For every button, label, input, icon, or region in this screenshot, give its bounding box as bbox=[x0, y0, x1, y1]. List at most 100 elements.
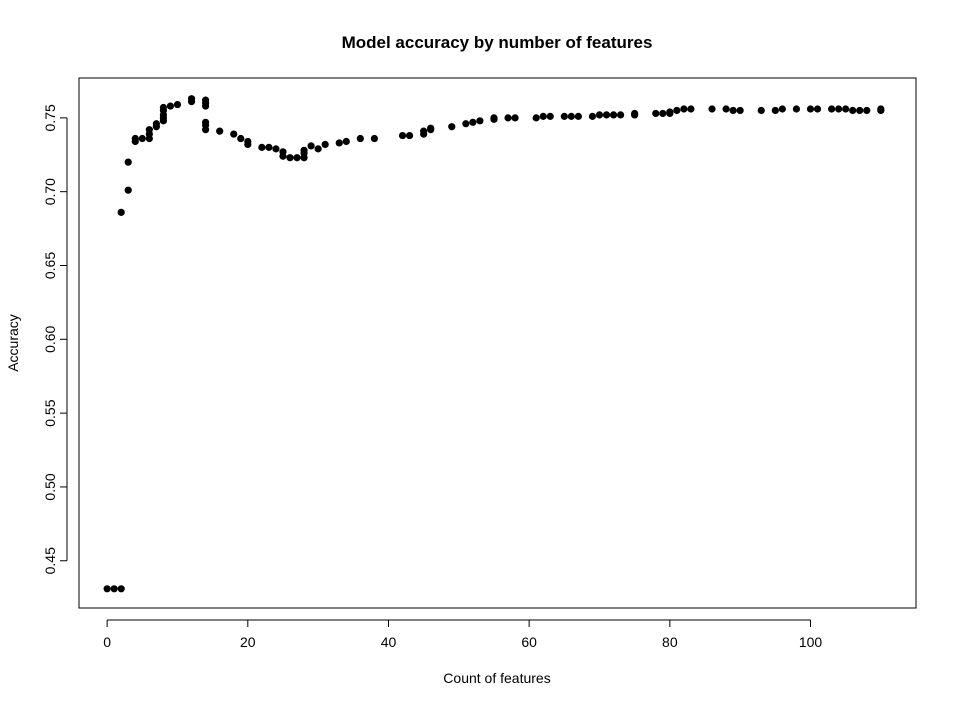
data-point bbox=[469, 118, 477, 126]
data-point bbox=[145, 126, 153, 134]
x-axis-label: Count of features bbox=[443, 670, 550, 686]
y-tick-label: 0.55 bbox=[42, 399, 58, 426]
data-point bbox=[588, 112, 597, 120]
data-point bbox=[680, 105, 688, 113]
data-point bbox=[166, 102, 175, 110]
data-point bbox=[258, 143, 266, 151]
data-point bbox=[398, 131, 407, 140]
data-point bbox=[462, 120, 470, 128]
x-axis: 0 20 40 60 80 100 bbox=[103, 619, 823, 650]
data-point bbox=[110, 585, 118, 593]
data-point bbox=[842, 105, 850, 113]
data-point bbox=[736, 106, 744, 115]
data-point bbox=[202, 96, 210, 104]
data-point bbox=[230, 130, 238, 138]
x-tick-label: 0 bbox=[103, 634, 111, 650]
data-point bbox=[813, 105, 822, 113]
data-point bbox=[729, 106, 737, 115]
data-point bbox=[370, 134, 379, 143]
data-point bbox=[124, 158, 132, 166]
data-point bbox=[532, 114, 540, 122]
data-point bbox=[490, 114, 498, 122]
data-point bbox=[827, 105, 836, 113]
data-point bbox=[265, 143, 273, 151]
y-tick-label: 0.70 bbox=[42, 178, 58, 205]
data-point bbox=[778, 105, 786, 113]
data-point bbox=[595, 111, 604, 119]
x-tick-label: 60 bbox=[521, 634, 537, 650]
data-point bbox=[173, 100, 182, 109]
data-point bbox=[616, 111, 625, 119]
data-point bbox=[138, 134, 146, 143]
data-point bbox=[152, 120, 160, 128]
data-point bbox=[574, 112, 582, 120]
data-point bbox=[124, 186, 132, 194]
y-tick-label: 0.65 bbox=[42, 252, 58, 279]
data-point bbox=[272, 145, 280, 153]
x-tick-label: 80 bbox=[662, 634, 678, 650]
y-tick-label: 0.60 bbox=[42, 325, 58, 352]
data-point bbox=[476, 117, 484, 125]
data-point bbox=[237, 134, 245, 143]
data-point bbox=[504, 114, 512, 122]
data-point bbox=[546, 112, 554, 120]
y-tick-label: 0.45 bbox=[42, 547, 58, 574]
data-point bbox=[216, 127, 224, 135]
data-point bbox=[631, 109, 639, 118]
chart-title: Model accuracy by number of features bbox=[342, 33, 653, 52]
data-point bbox=[420, 127, 428, 135]
data-point bbox=[757, 106, 765, 115]
data-point bbox=[405, 131, 414, 140]
data-point bbox=[117, 208, 125, 216]
data-point bbox=[806, 105, 815, 113]
y-axis-label: Accuracy bbox=[5, 314, 21, 372]
data-point bbox=[539, 112, 547, 120]
data-point bbox=[117, 585, 125, 593]
data-point bbox=[448, 123, 456, 131]
data-point bbox=[314, 145, 322, 153]
data-points bbox=[103, 95, 885, 593]
data-point bbox=[244, 140, 252, 149]
data-point bbox=[849, 106, 857, 115]
data-point bbox=[856, 106, 864, 115]
x-tick-label: 100 bbox=[799, 634, 823, 650]
y-tick-label: 0.50 bbox=[42, 473, 58, 500]
data-point bbox=[722, 105, 730, 113]
data-point bbox=[202, 126, 210, 134]
data-point bbox=[877, 105, 885, 113]
data-point bbox=[335, 139, 343, 147]
data-point bbox=[187, 95, 196, 103]
data-point bbox=[602, 111, 611, 119]
y-tick-label: 0.75 bbox=[42, 104, 58, 131]
data-point bbox=[356, 134, 364, 143]
data-point bbox=[708, 105, 716, 113]
data-point bbox=[307, 142, 315, 150]
data-point bbox=[131, 134, 139, 143]
data-point bbox=[792, 105, 801, 113]
x-tick-label: 20 bbox=[240, 634, 256, 650]
data-point bbox=[609, 111, 618, 119]
y-axis: 0.45 0.50 0.55 0.60 0.65 0.70 0.75 bbox=[42, 104, 68, 574]
data-point bbox=[835, 105, 843, 113]
data-point bbox=[279, 152, 287, 160]
data-point bbox=[567, 112, 575, 120]
data-point bbox=[321, 140, 329, 149]
data-point bbox=[659, 109, 667, 118]
data-point bbox=[300, 146, 308, 154]
data-point bbox=[666, 108, 674, 116]
plot-area-frame bbox=[78, 77, 917, 609]
data-point bbox=[286, 154, 294, 162]
data-point bbox=[342, 137, 350, 146]
data-point bbox=[863, 106, 871, 115]
data-point bbox=[673, 106, 681, 115]
data-point bbox=[560, 112, 568, 120]
data-point bbox=[652, 109, 660, 118]
data-point bbox=[293, 154, 301, 162]
data-point bbox=[103, 585, 111, 593]
data-point bbox=[511, 114, 519, 122]
x-tick-label: 40 bbox=[381, 634, 397, 650]
data-point bbox=[427, 124, 435, 132]
data-point bbox=[159, 103, 168, 112]
data-point bbox=[771, 106, 779, 115]
